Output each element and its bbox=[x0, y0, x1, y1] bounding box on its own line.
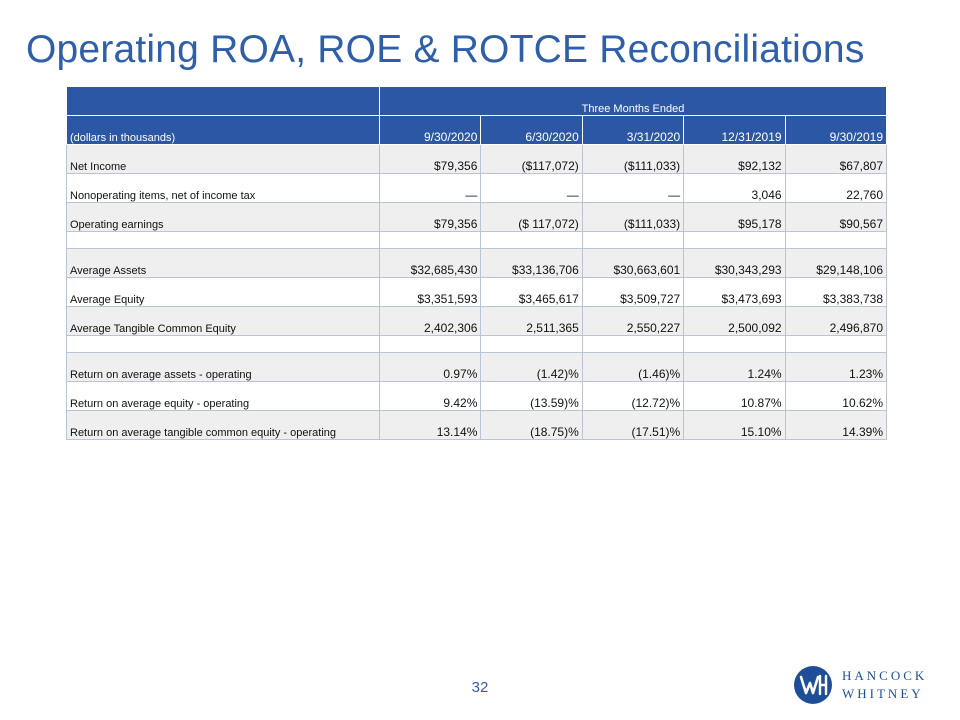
table-row: Average Tangible Common Equity 2,402,306… bbox=[66, 306, 888, 336]
table-cell: $3,383,738 bbox=[784, 277, 888, 307]
table-cell: $3,473,693 bbox=[683, 277, 786, 307]
table-cell: (12.72)% bbox=[581, 381, 685, 411]
table-cell: 10.62% bbox=[784, 381, 888, 411]
table-cell: ($117,072) bbox=[480, 144, 583, 174]
table-cell: 3,046 bbox=[683, 173, 786, 203]
table-cell: (17.51)% bbox=[581, 410, 685, 440]
table-cell: 14.39% bbox=[784, 410, 888, 440]
table-cell: — bbox=[581, 173, 685, 203]
column-header: 9/30/2020 bbox=[378, 115, 482, 145]
table-cell: — bbox=[480, 173, 583, 203]
table-cell: 1.24% bbox=[683, 352, 786, 382]
table-row: Return on average assets - operating 0.9… bbox=[66, 352, 888, 382]
table-cell: $33,136,706 bbox=[480, 248, 583, 278]
table-cell: $30,663,601 bbox=[581, 248, 685, 278]
table-cell: (18.75)% bbox=[480, 410, 583, 440]
row-label: Return on average assets - operating bbox=[66, 352, 380, 382]
row-label: Average Equity bbox=[66, 277, 380, 307]
table-row: Return on average tangible common equity… bbox=[66, 410, 888, 440]
table-cell: 9.42% bbox=[378, 381, 482, 411]
row-label: Operating earnings bbox=[66, 202, 380, 232]
table-cell: 1.23% bbox=[784, 352, 888, 382]
row-label: Nonoperating items, net of income tax bbox=[66, 173, 380, 203]
hancock-whitney-logo-icon bbox=[794, 666, 832, 704]
table-row: Average Equity $3,351,593 $3,465,617 $3,… bbox=[66, 277, 888, 307]
row-label: Return on average equity - operating bbox=[66, 381, 380, 411]
table-cell: $92,132 bbox=[683, 144, 786, 174]
row-label: Net Income bbox=[66, 144, 380, 174]
table-cell: ($111,033) bbox=[581, 202, 685, 232]
reconciliation-table: Three Months Ended (dollars in thousands… bbox=[66, 86, 888, 440]
logo-text-line1: HANCOCK bbox=[842, 668, 928, 683]
table-cell: $29,148,106 bbox=[784, 248, 888, 278]
table-cell: — bbox=[378, 173, 482, 203]
column-header: 9/30/2019 bbox=[784, 115, 888, 145]
table-cell: $90,567 bbox=[784, 202, 888, 232]
page-title: Operating ROA, ROE & ROTCE Reconciliatio… bbox=[26, 28, 865, 71]
table-cell: 22,760 bbox=[784, 173, 888, 203]
group-header-three-months-ended: Three Months Ended bbox=[379, 86, 887, 116]
table-row: Nonoperating items, net of income tax — … bbox=[66, 173, 888, 203]
table-cell: $79,356 bbox=[378, 144, 482, 174]
table-row: Average Assets $32,685,430 $33,136,706 $… bbox=[66, 248, 888, 278]
table-cell: 2,402,306 bbox=[378, 306, 482, 336]
table-cell: 15.10% bbox=[683, 410, 786, 440]
table-cell: 2,496,870 bbox=[784, 306, 888, 336]
table-cell: 0.97% bbox=[378, 352, 482, 382]
row-label: Average Assets bbox=[66, 248, 380, 278]
table-cell: 2,511,365 bbox=[480, 306, 583, 336]
table-cell: (1.46)% bbox=[581, 352, 685, 382]
table-cell: ($111,033) bbox=[581, 144, 685, 174]
logo-text-line2: WHITNEY bbox=[842, 686, 924, 701]
units-label: (dollars in thousands) bbox=[66, 115, 380, 145]
table-cell: $30,343,293 bbox=[683, 248, 786, 278]
table-cell: $95,178 bbox=[683, 202, 786, 232]
table-spacer-row bbox=[66, 335, 888, 353]
company-logo: HANCOCK WHITNEY bbox=[794, 665, 934, 707]
header-blank-cell bbox=[66, 86, 380, 116]
table-group-header-row: Three Months Ended bbox=[66, 86, 887, 116]
table-cell: 10.87% bbox=[683, 381, 786, 411]
column-header: 6/30/2020 bbox=[480, 115, 583, 145]
table-cell: (13.59)% bbox=[480, 381, 583, 411]
table-cell: $79,356 bbox=[378, 202, 482, 232]
table-cell: $67,807 bbox=[784, 144, 888, 174]
row-label: Return on average tangible common equity… bbox=[66, 410, 380, 440]
table-row: Net Income $79,356 ($117,072) ($111,033)… bbox=[66, 144, 888, 174]
page-number: 32 bbox=[471, 679, 489, 696]
table-cell: $3,465,617 bbox=[480, 277, 583, 307]
table-cell: $32,685,430 bbox=[378, 248, 482, 278]
table-cell: $3,509,727 bbox=[581, 277, 685, 307]
table-cell: ($ 117,072) bbox=[480, 202, 583, 232]
column-header: 12/31/2019 bbox=[683, 115, 786, 145]
table-cell: 2,550,227 bbox=[581, 306, 685, 336]
table-cell: 13.14% bbox=[378, 410, 482, 440]
table-row: Return on average equity - operating 9.4… bbox=[66, 381, 888, 411]
table-column-header-row: (dollars in thousands) 9/30/2020 6/30/20… bbox=[66, 115, 888, 145]
table-row: Operating earnings $79,356 ($ 117,072) (… bbox=[66, 202, 888, 232]
table-spacer-row bbox=[66, 231, 888, 249]
column-header: 3/31/2020 bbox=[581, 115, 685, 145]
table-cell: $3,351,593 bbox=[378, 277, 482, 307]
row-label: Average Tangible Common Equity bbox=[66, 306, 380, 336]
table-cell: 2,500,092 bbox=[683, 306, 786, 336]
table-cell: (1.42)% bbox=[480, 352, 583, 382]
